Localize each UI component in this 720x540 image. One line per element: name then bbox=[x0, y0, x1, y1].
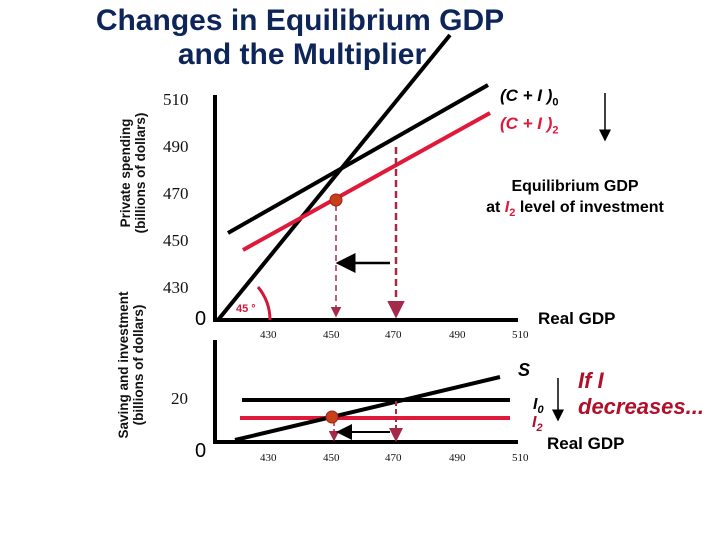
angle-label: 45 ° bbox=[236, 303, 256, 315]
lower-x-tick: 430 bbox=[260, 452, 277, 464]
upper-x-tick: 430 bbox=[260, 329, 277, 341]
equilibrium-dot-lower bbox=[325, 410, 339, 424]
upper-x-tick: 490 bbox=[449, 329, 466, 341]
upper-x-axis-label: Real GDP bbox=[538, 309, 616, 328]
title-line-1: Changes in Equilibrium GDP bbox=[95, 4, 505, 37]
i0-label: I0 bbox=[533, 396, 544, 417]
upper-y-tick-450: 450 bbox=[163, 231, 189, 250]
upper-y-tick-430: 430 bbox=[163, 278, 189, 297]
upper-x-tick: 450 bbox=[323, 329, 340, 341]
legend-c-plus-i2: (C + I )2 bbox=[500, 114, 559, 137]
angle-arc bbox=[256, 286, 272, 321]
lower-x-tick: 450 bbox=[323, 452, 340, 464]
upper-y-axis-title: Private spending (billions of dollars) bbox=[118, 112, 148, 234]
forty-five-degree-line bbox=[216, 33, 452, 322]
equilibrium-dot-upper bbox=[329, 193, 343, 207]
upper-y-tick-470: 470 bbox=[163, 184, 189, 203]
lower-x-axis-label: Real GDP bbox=[547, 434, 625, 453]
upper-x-tick: 470 bbox=[385, 329, 402, 341]
i2-label: I2 bbox=[532, 414, 543, 435]
lower-x-tick: 510 bbox=[512, 452, 529, 464]
c-plus-i2-line bbox=[242, 111, 491, 252]
lower-x-tick: 490 bbox=[449, 452, 466, 464]
upper-y-tick-490: 490 bbox=[163, 137, 189, 156]
legend-c-plus-i0: (C + I )0 bbox=[500, 86, 559, 109]
lower-y-axis-title: Saving and investment (billions of dolla… bbox=[116, 291, 146, 439]
upper-x-tick: 510 bbox=[512, 329, 529, 341]
side-note: If I decreases... bbox=[578, 368, 704, 419]
saving-line bbox=[234, 375, 501, 442]
title-line-2: and the Multiplier bbox=[177, 38, 427, 71]
equilibrium-annotation: Equilibrium GDP at I2 level of investmen… bbox=[486, 178, 664, 220]
lower-y-tick-20: 20 bbox=[171, 389, 188, 408]
lower-x-tick: 470 bbox=[385, 452, 402, 464]
lower-origin: 0 bbox=[195, 440, 207, 462]
upper-origin: 0 bbox=[195, 308, 207, 330]
c-plus-i0-line bbox=[227, 83, 489, 235]
upper-y-tick-510: 510 bbox=[163, 90, 189, 109]
saving-label: S bbox=[518, 360, 531, 380]
